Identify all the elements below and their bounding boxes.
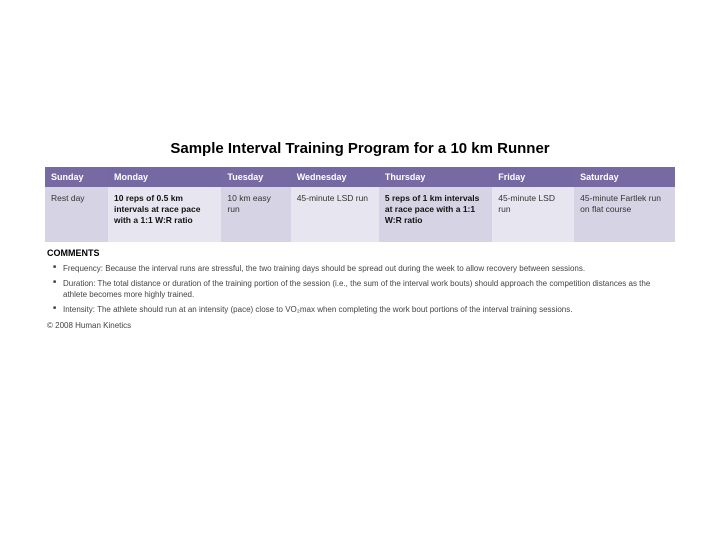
column-header: Thursday (379, 167, 492, 187)
table-cell: 10 reps of 0.5 km intervals at race pace… (108, 187, 221, 242)
table-cell: 45-minute LSD run (492, 187, 574, 242)
comments-heading: COMMENTS (45, 248, 675, 258)
column-header: Tuesday (221, 167, 290, 187)
column-header: Saturday (574, 167, 675, 187)
comments-list: Frequency: Because the interval runs are… (45, 258, 675, 317)
table-cell: 45-minute Fartlek run on flat course (574, 187, 675, 242)
table-cell: 5 reps of 1 km intervals at race pace wi… (379, 187, 492, 242)
comment-item: Frequency: Because the interval runs are… (53, 262, 675, 277)
table-row: Rest day10 reps of 0.5 km intervals at r… (45, 187, 675, 242)
schedule-table: SundayMondayTuesdayWednesdayThursdayFrid… (45, 167, 675, 242)
comment-item: Duration: The total distance or duration… (53, 277, 675, 303)
column-header: Wednesday (291, 167, 379, 187)
column-header: Monday (108, 167, 221, 187)
comment-item: Intensity: The athlete should run at an … (53, 303, 675, 318)
table-cell: 10 km easy run (221, 187, 290, 242)
table-cell: Rest day (45, 187, 108, 242)
column-header: Sunday (45, 167, 108, 187)
column-header: Friday (492, 167, 574, 187)
table-header-row: SundayMondayTuesdayWednesdayThursdayFrid… (45, 167, 675, 187)
table-cell: 45-minute LSD run (291, 187, 379, 242)
copyright-notice: © 2008 Human Kinetics (45, 317, 675, 330)
page-title: Sample Interval Training Program for a 1… (45, 140, 675, 157)
training-program-document: Sample Interval Training Program for a 1… (0, 0, 720, 330)
